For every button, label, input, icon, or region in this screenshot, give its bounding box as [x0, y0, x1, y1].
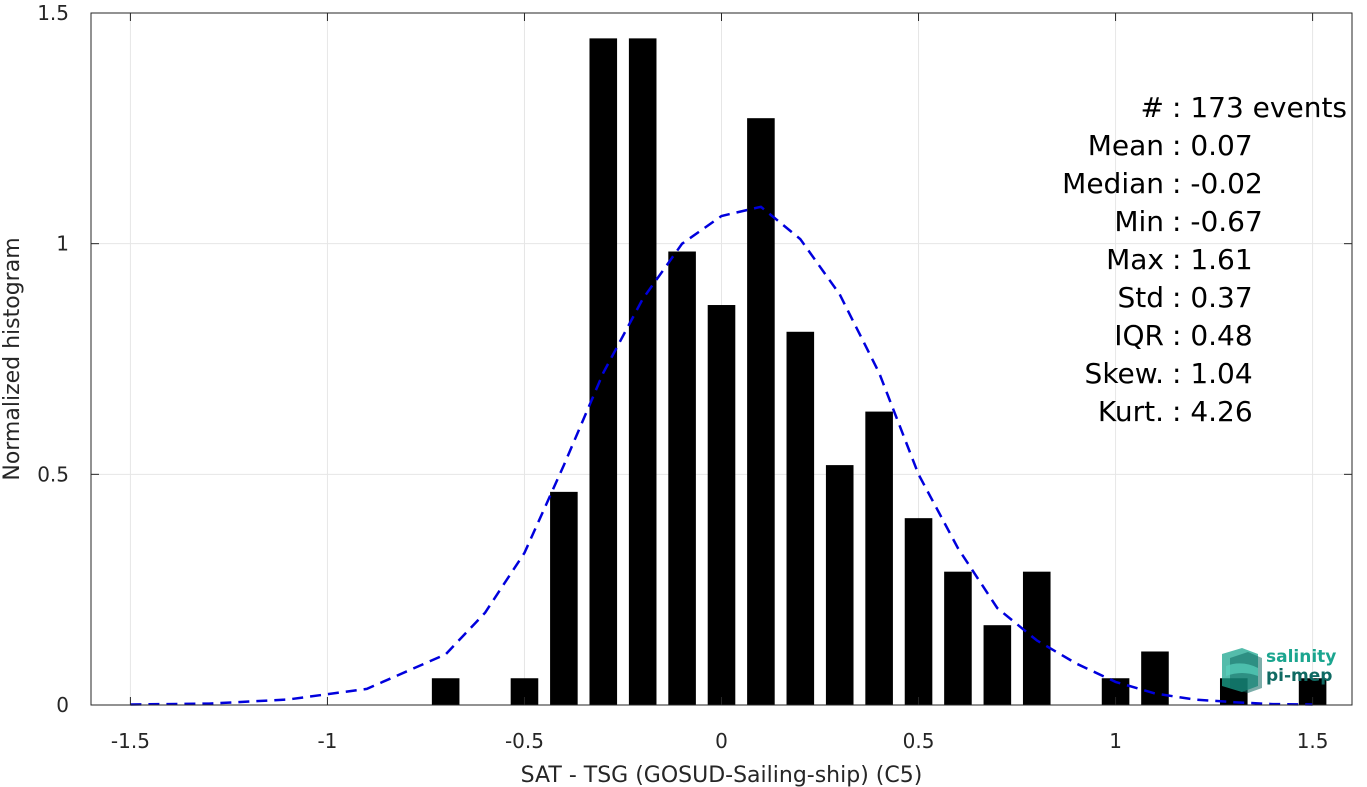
- y-tick-label: 1.5: [37, 1, 69, 25]
- fit-curve: [130, 205, 1313, 706]
- stat-value: : 4.26: [1172, 395, 1253, 428]
- histogram-bar: [1022, 571, 1051, 705]
- stat-row: Max: 1.61: [1000, 242, 1300, 278]
- x-tick-label: -1.5: [111, 729, 150, 753]
- histogram-bar: [904, 518, 933, 705]
- stat-value: : 173 events: [1172, 91, 1348, 124]
- histogram-bar: [550, 491, 578, 705]
- stat-value: : 0.37: [1172, 281, 1253, 314]
- stat-value: : 1.61: [1172, 243, 1253, 276]
- logo-icon: [1222, 648, 1262, 693]
- x-tick-label: 1.5: [1297, 729, 1329, 753]
- salinity-pi-mep-logo: salinity pi-mep: [1218, 646, 1348, 694]
- x-tick-label: 0: [715, 729, 728, 753]
- histogram-bar: [786, 331, 815, 705]
- y-tick-label: 1: [56, 232, 69, 256]
- stat-row: Std: 0.37: [1000, 280, 1300, 316]
- stat-label: #: [1140, 91, 1164, 124]
- histogram-bar: [628, 38, 657, 705]
- stat-label: Max: [1106, 243, 1164, 276]
- stat-label: Std: [1117, 281, 1164, 314]
- stat-label: Median: [1062, 167, 1164, 200]
- x-axis-label: SAT - TSG (GOSUD-Sailing-ship) (C5): [521, 763, 923, 787]
- x-tick-label: -0.5: [505, 729, 544, 753]
- histogram-bar: [1141, 651, 1169, 705]
- stat-label: Kurt.: [1097, 395, 1164, 428]
- stat-row: Min: -0.67: [1000, 204, 1300, 240]
- stat-row: Skew.: 1.04: [1000, 356, 1300, 392]
- stat-label: IQR: [1114, 319, 1164, 352]
- stat-label: Min: [1114, 205, 1164, 238]
- stat-label: Mean: [1087, 129, 1164, 162]
- histogram-bar: [865, 411, 893, 705]
- y-tick-label: 0: [56, 693, 69, 717]
- y-axis-label: Normalized histogram: [0, 237, 25, 480]
- logo-text-line2: pi-mep: [1266, 666, 1333, 686]
- histogram-bar: [944, 571, 972, 705]
- logo-text-line1: salinity: [1266, 647, 1337, 667]
- histogram-bar: [747, 118, 775, 705]
- stat-value: : -0.67: [1172, 205, 1263, 238]
- x-tick-label: -1: [317, 729, 337, 753]
- ticks: -1.5 -1 -0.5 0 0.5 1 1.5 0 0.5 1 1.5: [37, 1, 1352, 753]
- x-tick-label: 0.5: [903, 729, 935, 753]
- stat-value: : 1.04: [1172, 357, 1253, 390]
- histogram-bar: [825, 465, 854, 705]
- stat-value: : -0.02: [1172, 167, 1263, 200]
- stat-value: : 0.07: [1172, 129, 1253, 162]
- stat-row: IQR: 0.48: [1000, 318, 1300, 354]
- stat-row: Median: -0.02: [1000, 166, 1300, 202]
- y-tick-label: 0.5: [37, 462, 69, 486]
- x-tick-label: 1: [1109, 729, 1122, 753]
- stat-row: Mean: 0.07: [1000, 128, 1300, 164]
- stat-value: : 0.48: [1172, 319, 1253, 352]
- bars: [431, 38, 1327, 705]
- histogram-bar: [707, 305, 736, 705]
- histogram-bar: [983, 625, 1012, 705]
- stat-row: # : 173 events: [1000, 90, 1347, 126]
- histogram-bar: [431, 678, 460, 705]
- histogram-bar: [668, 251, 696, 705]
- stat-label: Skew.: [1084, 357, 1164, 390]
- stat-row: Kurt.: 4.26: [1000, 394, 1300, 430]
